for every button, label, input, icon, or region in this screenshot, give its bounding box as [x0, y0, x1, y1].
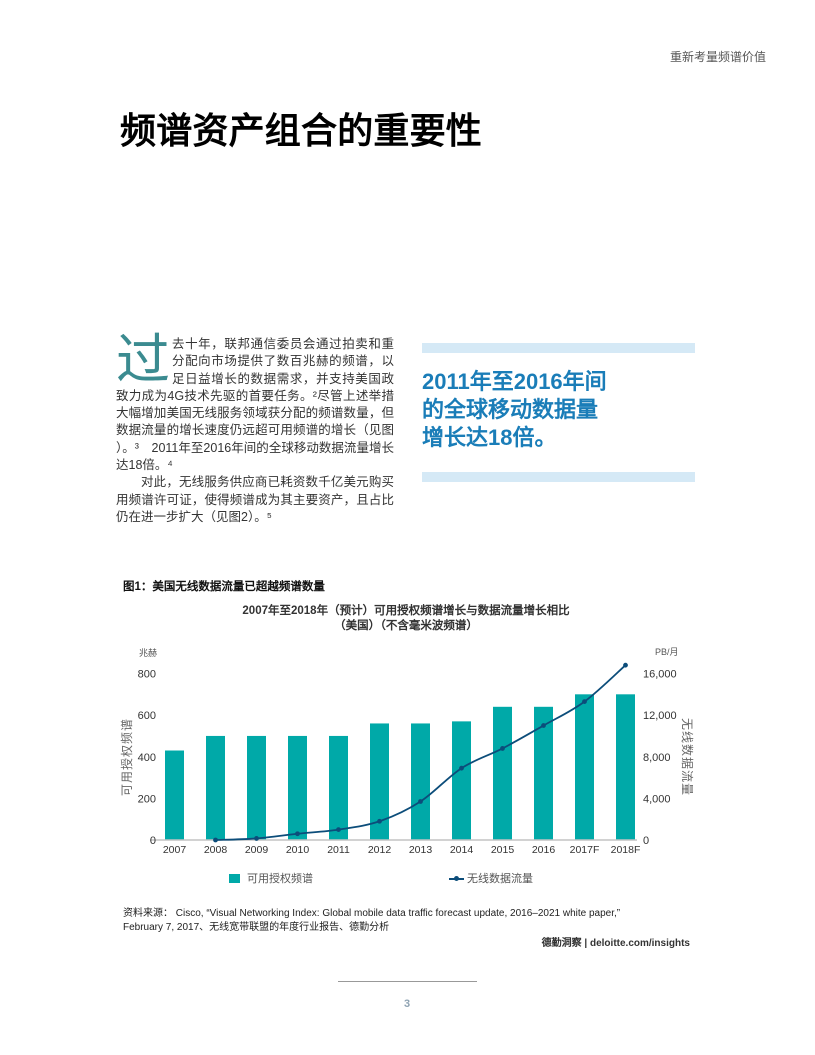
- y2-tick-label: 0: [643, 835, 649, 847]
- x-tick-label: 2013: [409, 844, 433, 856]
- credit-line: 德勤洞察 | deloitte.com/insights: [541, 938, 690, 949]
- body-line: 大幅增加美国无线服务领域获分配的频谱数量，但: [116, 406, 394, 421]
- traffic-point: [418, 799, 423, 804]
- callout-quote: 2011年至2016年间 的全球移动数据量 增长达18倍。: [422, 368, 607, 452]
- legend-label-traffic: 无线数据流量: [467, 873, 533, 885]
- x-tick-label: 2015: [491, 844, 515, 856]
- y-tick-label: 200: [138, 793, 156, 805]
- bar-2014: [452, 721, 471, 840]
- footer-divider: [338, 981, 477, 982]
- body-line: 仍在进一步扩大（见图2）。⁵: [116, 509, 272, 524]
- x-tick-label: 2014: [450, 844, 474, 856]
- source-line: 资料来源： Cisco, “Visual Networking Index: G…: [123, 908, 621, 919]
- y-tick-label: 800: [138, 669, 156, 681]
- traffic-point: [623, 662, 628, 668]
- traffic-point: [295, 831, 300, 837]
- body-line: 去十年，联邦通信委员会通过拍卖和重新: [172, 337, 394, 351]
- callout-line: 增长达18倍。: [422, 425, 557, 450]
- chart-title: 2007年至2018年（预计）可用授权频谱增长与数据流量增长相比 （美国）（不含…: [200, 604, 612, 634]
- source-note: 资料来源： Cisco, “Visual Networking Index: G…: [123, 907, 620, 935]
- body-line: 致力成为4G技术先驱的首要任务。²尽管上述举措已: [116, 388, 394, 403]
- y-axis-title: 可用授权频谱: [119, 718, 134, 796]
- combo-chart: 2007 2008 2009 2010 2011 2012 2013 2014 2015 2016…: [119, 647, 695, 856]
- figure-label: 图1：美国无线数据流量已超越频谱数量: [123, 581, 325, 593]
- bar-2007: [165, 750, 184, 840]
- body-text: 去十年，联邦通信委员会通过拍卖和重新 分配向市场提供了数百兆赫的频谱，以满 足日…: [116, 336, 394, 526]
- bar-2013: [411, 723, 430, 840]
- body-line: 对此，无线服务供应商已耗资数千亿美元购买可: [141, 475, 394, 490]
- legend-line-marker-icon: [454, 876, 459, 881]
- body-line: 达18倍。⁴: [116, 458, 173, 473]
- traffic-point: [459, 765, 464, 771]
- body-line: 分配向市场提供了数百兆赫的频谱，以满: [172, 354, 394, 369]
- y-tick-label: 400: [138, 752, 156, 764]
- x-tick-label: 2010: [286, 844, 310, 856]
- body-line: ）。³ 2011年至2016年间的全球移动数据流量增长: [116, 440, 394, 455]
- body-line: 足日益增长的数据需求，并支持美国政府: [172, 371, 394, 386]
- bar-2009: [247, 735, 266, 840]
- traffic-point: [582, 699, 587, 704]
- body-line: 数据流量的增长速度仍远超可用频谱的增长（见图1: [116, 423, 394, 438]
- bar-2016: [534, 706, 553, 840]
- x-tick-label: 2017F: [570, 844, 600, 856]
- chart-subtitle-line: （美国）（不含毫米波频谱）: [334, 620, 478, 632]
- y-tick-label: 600: [138, 710, 156, 722]
- x-tick-label: 2018F: [611, 844, 641, 856]
- traffic-point: [336, 827, 341, 832]
- source-line: February 7, 2017、无线宽带联盟的年度行业报告、德勤分析: [123, 922, 390, 933]
- bar-2011: [329, 735, 348, 840]
- y-tick-label: 0: [150, 835, 156, 847]
- legend-bar-swatch-icon: [229, 874, 240, 883]
- callout-top-rule: [422, 343, 695, 353]
- legend-label-spectrum: 可用授权频谱: [247, 873, 313, 885]
- y2-axis-title: 无线数据流量: [680, 718, 695, 796]
- traffic-point: [377, 818, 382, 824]
- x-tick-label: 2009: [245, 844, 269, 856]
- y2-tick-label: 4,000: [643, 793, 671, 805]
- x-tick-label: 2011: [327, 844, 350, 856]
- x-tick-label: 2016: [532, 844, 556, 856]
- y2-tick-label: 8,000: [643, 752, 671, 764]
- page-number: 3: [403, 998, 411, 1010]
- bar-2015: [493, 706, 512, 840]
- x-tick-label: 2012: [368, 844, 392, 856]
- x-tick-label: 2007: [163, 844, 187, 856]
- traffic-point: [213, 837, 218, 843]
- bar-2010: [288, 735, 307, 840]
- page-title: 频谱资产组合的重要性: [120, 110, 483, 151]
- traffic-point: [254, 836, 259, 841]
- traffic-point: [541, 723, 546, 728]
- bar-2008: [206, 735, 225, 840]
- running-head: 重新考量频谱价值: [669, 50, 766, 64]
- bar-2017F: [575, 694, 594, 840]
- y-unit-label: 兆赫: [139, 648, 157, 658]
- traffic-point: [500, 746, 505, 751]
- body-line: 用频谱许可证，使得频谱成为其主要资产，且占比: [116, 492, 394, 507]
- callout-line: 2011年至2016年间: [422, 369, 607, 394]
- chart-title-line: 2007年至2018年（预计）可用授权频谱增长与数据流量增长相比: [242, 605, 570, 617]
- y2-tick-label: 12,000: [643, 710, 677, 722]
- y2-tick-label: 16,000: [643, 669, 677, 681]
- bar-2018F: [616, 694, 635, 840]
- bar-2012: [370, 723, 389, 840]
- drop-cap: 过: [116, 330, 170, 390]
- callout-line: 的全球移动数据量: [422, 397, 599, 422]
- x-tick-label: 2008: [204, 844, 228, 856]
- y2-unit-label: PB/月: [655, 647, 679, 657]
- callout-bottom-rule: [422, 472, 695, 482]
